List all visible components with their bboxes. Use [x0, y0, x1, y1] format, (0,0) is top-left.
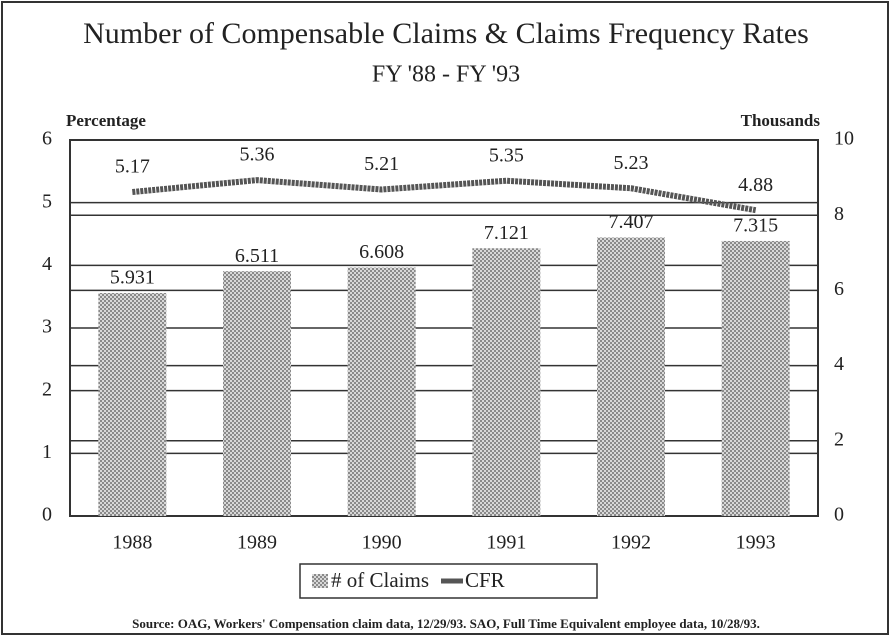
yticks-label: 3	[42, 316, 52, 338]
data-label: 5.21	[364, 153, 399, 175]
plot-frame	[69, 139, 819, 517]
data-label: 7.407	[609, 211, 654, 233]
chart-title: Number of Compensable Claims & Claims Fr…	[83, 17, 809, 50]
yticks-label: 4	[42, 253, 52, 275]
bar	[98, 292, 167, 516]
legend-label: # of Claims	[331, 568, 429, 592]
data-label: 6.511	[235, 245, 279, 267]
yticks-label: 2	[42, 378, 52, 400]
yticks-label: 5	[42, 190, 52, 212]
y2ticks-label: 6	[834, 278, 844, 300]
bar	[472, 248, 541, 516]
x-tick-label: 1993	[736, 532, 776, 554]
data-label: 6.608	[359, 241, 404, 263]
yticks-label: 0	[42, 504, 52, 526]
y2ticks-label: 2	[834, 428, 844, 450]
yticks-label: 1	[42, 441, 52, 463]
data-label: 5.36	[240, 144, 275, 166]
chart-subtitle: FY '88 - FY '93	[372, 62, 520, 88]
data-label: 5.35	[489, 144, 524, 166]
legend-label: CFR	[465, 568, 505, 592]
bar	[597, 237, 665, 516]
legend-swatch	[312, 574, 328, 588]
data-label: 5.23	[614, 152, 649, 174]
data-label: 7.121	[484, 222, 529, 244]
line	[132, 177, 757, 214]
y2ticks-label: 4	[834, 353, 844, 375]
x-tick-label: 1989	[237, 532, 277, 554]
y-axis-label: Percentage	[66, 111, 146, 130]
data-label: 7.315	[733, 215, 778, 237]
data-label: 5.17	[115, 156, 150, 178]
x-tick-label: 1988	[112, 532, 152, 554]
source-note: Source: OAG, Workers' Compensation claim…	[132, 616, 760, 631]
yticks-label: 6	[42, 128, 52, 150]
x-tick-label: 1990	[362, 532, 402, 554]
x-tick-label: 1992	[611, 532, 651, 554]
y2ticks-label: 8	[834, 203, 844, 225]
data-label: 5.931	[110, 267, 155, 289]
x-tick-label: 1991	[486, 532, 526, 554]
y2-axis-label: Thousands	[741, 111, 821, 130]
data-label: 4.88	[738, 174, 773, 196]
y2ticks-label: 0	[834, 504, 844, 526]
bar	[223, 271, 291, 516]
bar	[347, 267, 416, 516]
bar	[721, 240, 790, 516]
y2ticks-label: 10	[834, 128, 854, 150]
